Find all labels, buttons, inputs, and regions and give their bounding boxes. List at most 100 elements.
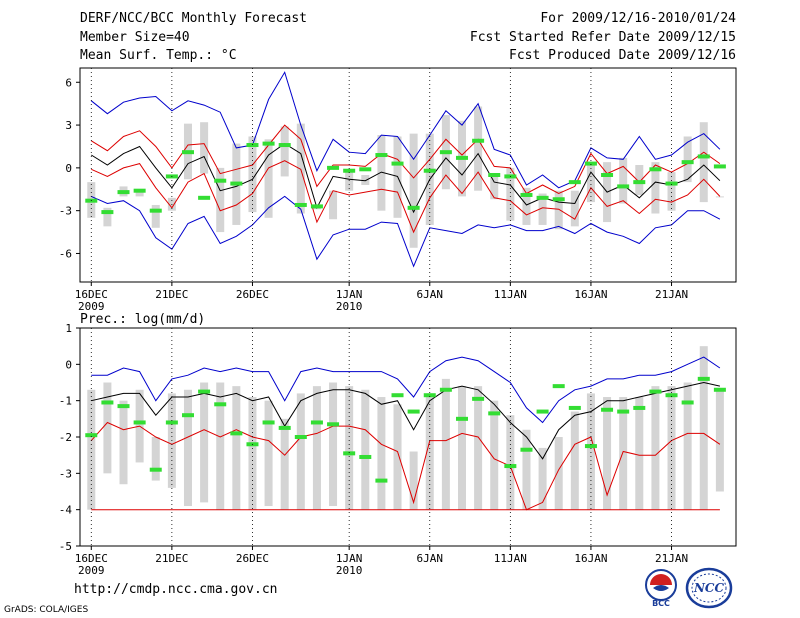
prec-box bbox=[232, 386, 241, 510]
bcc-logo: BCC bbox=[645, 569, 677, 608]
temp-box bbox=[200, 122, 209, 174]
temp-ytick-label: 0 bbox=[65, 162, 72, 175]
prec-xtick-label: 21JAN bbox=[655, 552, 688, 565]
temp-observed-mark bbox=[391, 161, 404, 166]
prec-box bbox=[538, 447, 547, 510]
temp-observed-mark bbox=[681, 160, 694, 165]
prec-observed-mark bbox=[488, 411, 501, 416]
prec-ytick-label: -5 bbox=[59, 540, 72, 553]
temp-box bbox=[248, 136, 257, 213]
temp-panel-title: Mean Surf. Temp.: °C bbox=[80, 48, 237, 63]
member-size: Member Size=40 bbox=[80, 30, 190, 45]
source-url[interactable]: http://cmdp.ncc.cma.gov.cn bbox=[74, 582, 278, 597]
temp-observed-mark bbox=[149, 208, 162, 213]
prec-observed-mark bbox=[165, 420, 178, 425]
prec-box bbox=[441, 378, 450, 510]
temp-observed-mark bbox=[568, 180, 581, 185]
prec-panel-title: Prec.: log(mm/d) bbox=[80, 312, 205, 327]
temp-observed-mark bbox=[601, 173, 614, 177]
temp-observed-mark bbox=[488, 173, 501, 177]
prec-observed-mark bbox=[262, 420, 275, 425]
prec-box bbox=[699, 346, 708, 510]
temp-ytick-label: 3 bbox=[65, 119, 72, 132]
temp-box bbox=[329, 190, 338, 220]
temp-observed-mark bbox=[343, 168, 356, 173]
temp-box bbox=[490, 176, 499, 200]
temp-observed-mark bbox=[697, 154, 710, 159]
temp-observed-mark bbox=[101, 210, 114, 215]
prec-box bbox=[506, 415, 515, 510]
prec-observed-mark bbox=[504, 464, 517, 469]
prec-box bbox=[183, 389, 192, 507]
temp-box bbox=[377, 135, 386, 211]
temp-observed-mark bbox=[472, 138, 485, 143]
temp-observed-mark bbox=[633, 180, 646, 185]
prec-observed-mark bbox=[536, 409, 549, 414]
prec-box bbox=[635, 397, 644, 510]
prec-observed-mark bbox=[617, 409, 630, 414]
prec-observed-mark bbox=[697, 376, 710, 381]
prec-ytick-label: 0 bbox=[65, 358, 72, 371]
temp-box bbox=[667, 172, 676, 211]
prec-box bbox=[329, 382, 338, 507]
temp-observed-mark bbox=[536, 195, 549, 200]
temp-box bbox=[538, 193, 547, 225]
fcst-start-date: Fcst Started Refer Date 2009/12/15 bbox=[469, 30, 736, 45]
prec-box bbox=[570, 411, 579, 510]
prec-observed-mark bbox=[294, 435, 307, 439]
prec-box bbox=[474, 386, 483, 510]
temp-observed-mark bbox=[359, 167, 372, 172]
prec-xtick-label: 26DEC bbox=[236, 552, 269, 565]
prec-box bbox=[361, 389, 370, 510]
prec-box bbox=[715, 389, 724, 492]
prec-max-line bbox=[91, 356, 721, 424]
temp-box bbox=[103, 207, 112, 227]
prec-box bbox=[103, 382, 112, 474]
prec-box bbox=[264, 400, 273, 507]
temp-xtick-sublabel: 2010 bbox=[336, 300, 363, 313]
temp-xtick-label: 21JAN bbox=[655, 288, 688, 301]
prec-xtick-label: 11JAN bbox=[494, 552, 527, 565]
prec-box bbox=[522, 429, 531, 510]
prec-observed-mark bbox=[423, 393, 436, 398]
temp-plus_sd-line bbox=[91, 124, 721, 195]
temp-box bbox=[522, 187, 531, 225]
temp-observed-mark bbox=[181, 150, 194, 155]
temp-observed-mark bbox=[294, 202, 307, 207]
prec-observed-mark bbox=[101, 400, 114, 405]
prec-observed-mark bbox=[310, 420, 323, 425]
prec-observed-mark bbox=[455, 416, 468, 421]
prec-observed-mark bbox=[343, 451, 356, 456]
temp-box bbox=[409, 133, 418, 248]
temp-box bbox=[715, 196, 724, 198]
prec-mean-line bbox=[91, 381, 721, 460]
temp-observed-mark bbox=[520, 192, 533, 197]
prec-ytick-label: -4 bbox=[59, 504, 73, 517]
temp-observed-mark bbox=[375, 153, 388, 158]
temp-xtick-label: 1JAN bbox=[336, 288, 363, 301]
prec-box bbox=[651, 386, 660, 510]
prec-observed-mark bbox=[181, 413, 194, 418]
prec-box bbox=[248, 397, 257, 510]
temp-box bbox=[474, 106, 483, 191]
prec-observed-mark bbox=[568, 405, 581, 410]
temp-box bbox=[570, 190, 579, 227]
temp-observed-mark bbox=[133, 188, 146, 193]
temp-mean_minus-line bbox=[91, 160, 721, 234]
temp-observed-mark bbox=[198, 195, 211, 200]
prec-ytick-label: -2 bbox=[59, 431, 72, 444]
prec-observed-mark bbox=[649, 389, 662, 394]
temp-observed-mark bbox=[649, 167, 662, 172]
bcc-logo-text: BCC bbox=[652, 599, 670, 608]
temp-box bbox=[280, 126, 289, 177]
fcst-produced-date: Fcst Produced Date 2009/12/16 bbox=[509, 48, 736, 63]
prec-observed-mark bbox=[601, 407, 614, 412]
ncc-logo-text: NCC bbox=[693, 581, 725, 595]
prec-observed-mark bbox=[552, 384, 565, 389]
prec-box bbox=[425, 397, 434, 510]
prec-xtick-sublabel: 2009 bbox=[78, 564, 105, 577]
prec-observed-mark bbox=[359, 454, 372, 459]
prec-ytick-label: -3 bbox=[59, 467, 72, 480]
prec-box bbox=[603, 397, 612, 510]
